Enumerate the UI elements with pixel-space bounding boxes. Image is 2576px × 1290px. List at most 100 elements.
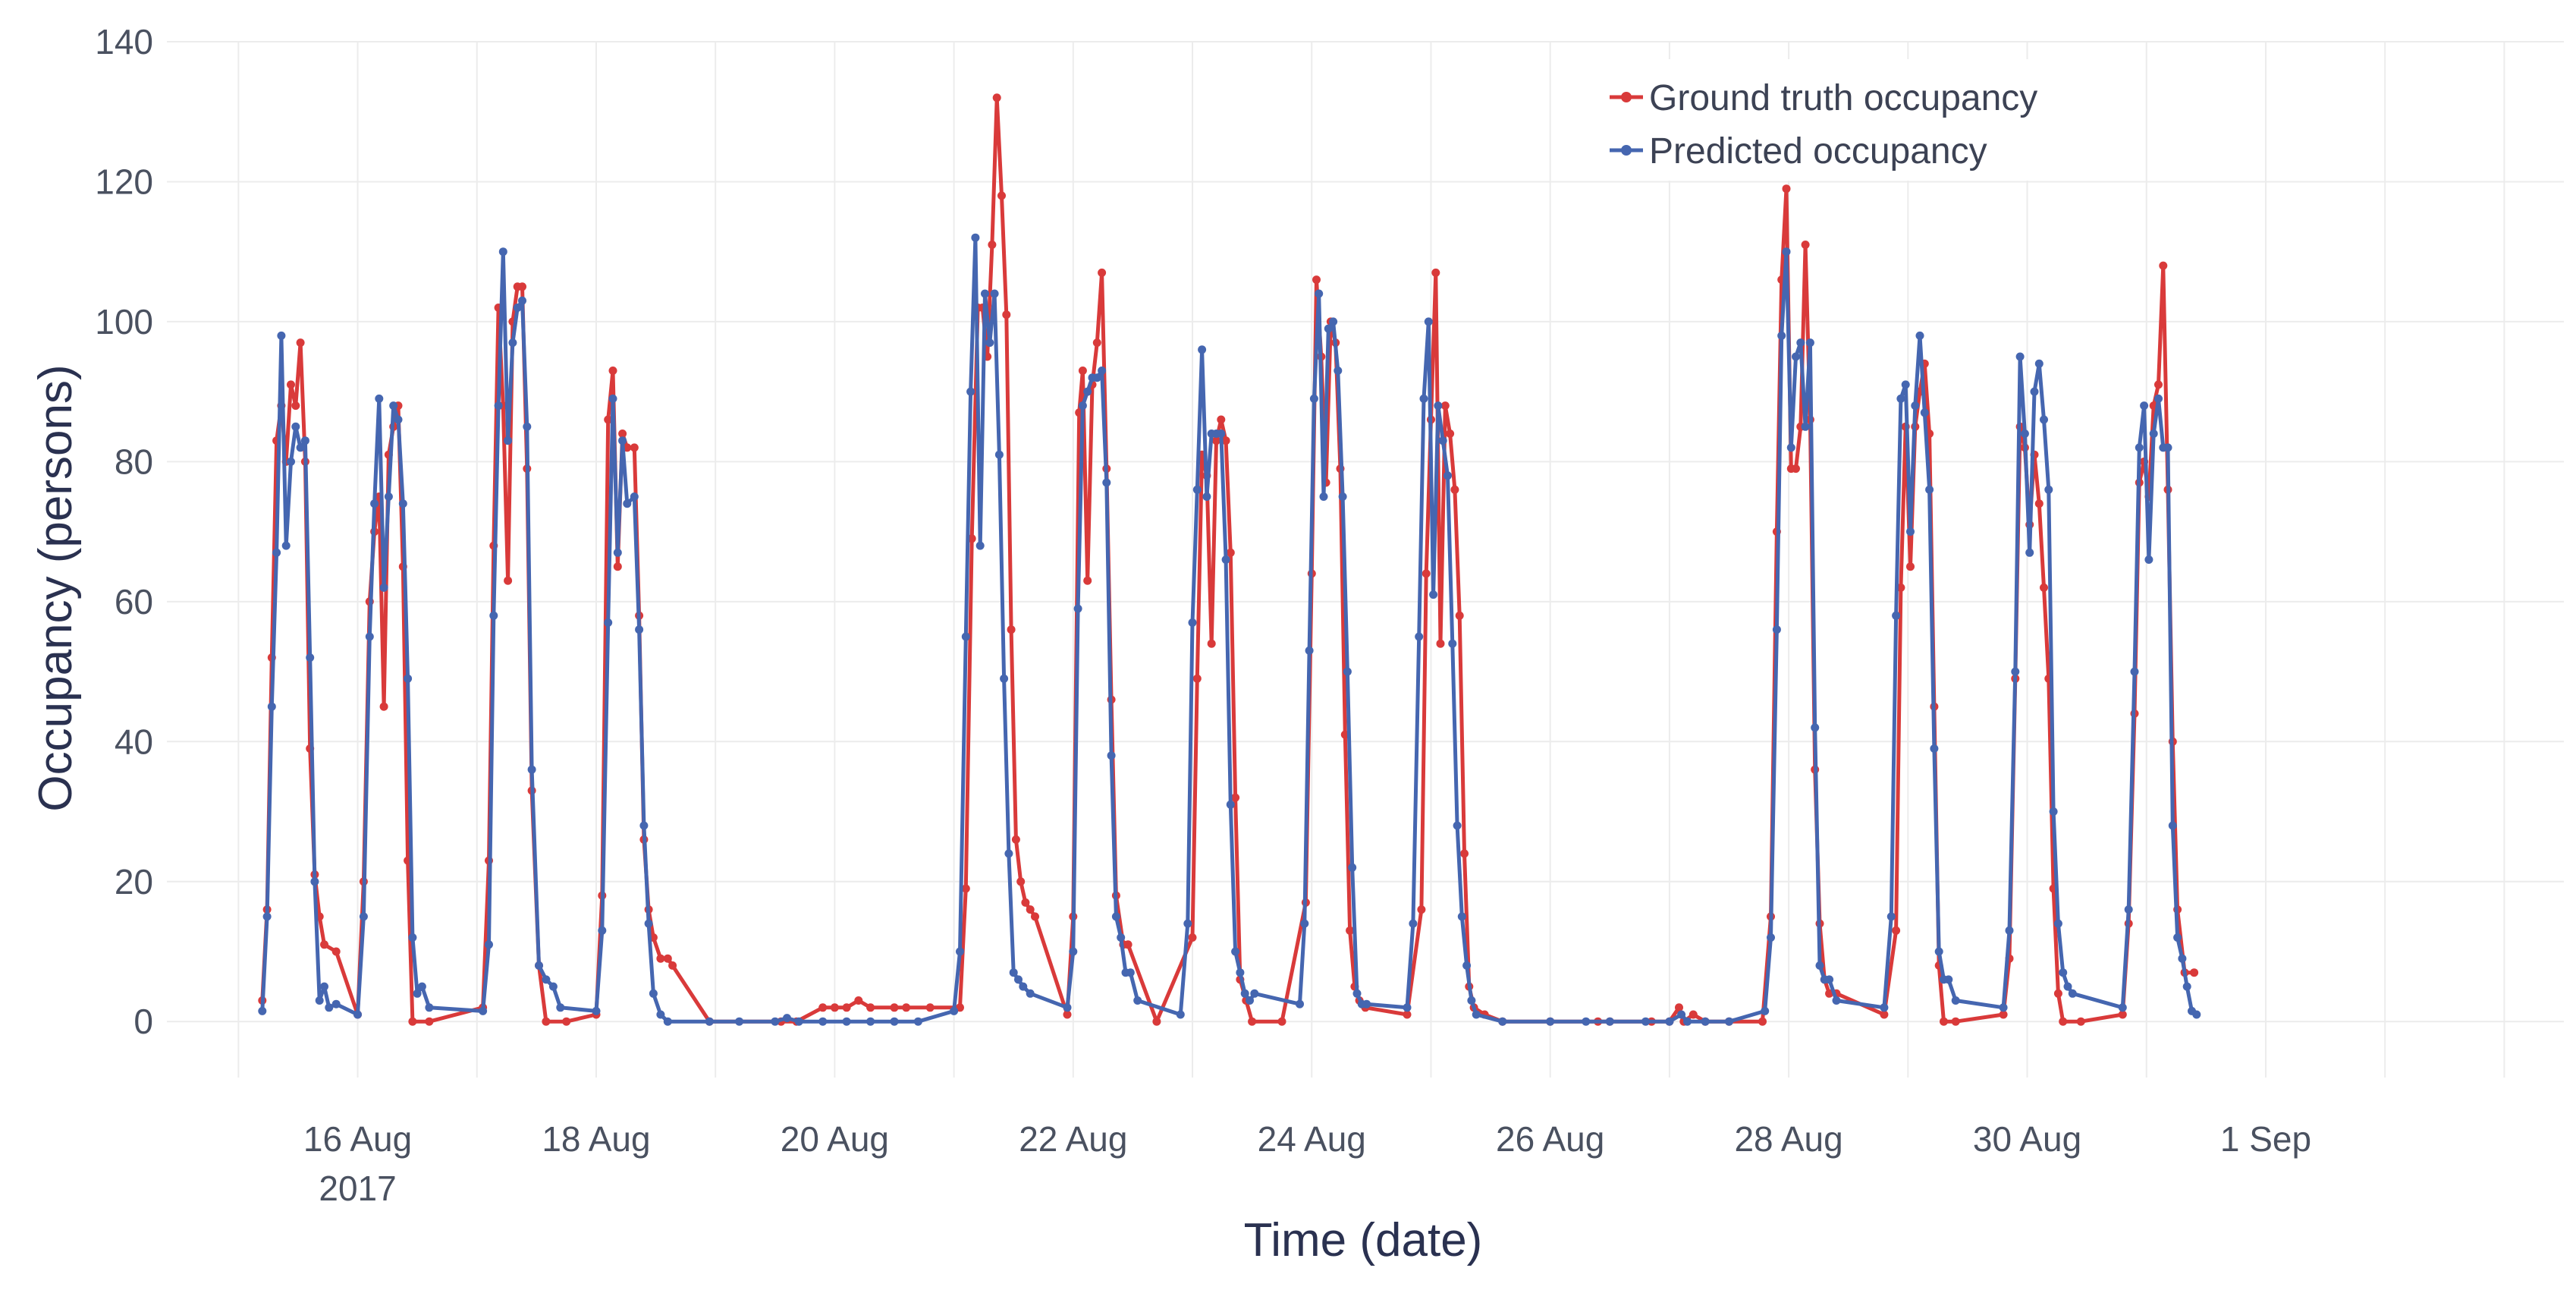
data-point-predicted [950, 1006, 959, 1015]
data-point-ground-truth [1999, 1010, 2008, 1019]
data-point-ground-truth [656, 954, 665, 963]
data-point-predicted [623, 499, 632, 508]
data-point-predicted [639, 821, 649, 830]
data-point-predicted [1782, 247, 1791, 256]
data-point-predicted [1901, 380, 1910, 389]
x-tick-label: 26 Aug [1496, 1119, 1604, 1159]
data-point-predicted [2140, 401, 2149, 411]
data-point-predicted [513, 304, 522, 312]
data-point-predicted [966, 387, 975, 396]
y-axis-title: Occupancy (persons) [30, 364, 82, 811]
data-point-ground-truth [1063, 1010, 1072, 1019]
data-point-predicted [1231, 947, 1240, 956]
data-point-ground-truth [291, 401, 300, 411]
data-point-predicted [1472, 1010, 1481, 1019]
data-point-ground-truth [1792, 464, 1800, 474]
data-point-predicted [1415, 632, 1424, 641]
x-tick-label: 24 Aug [1258, 1119, 1366, 1159]
x-tick-label: 20 Aug [781, 1119, 889, 1159]
data-point-predicted [1014, 975, 1023, 984]
legend-item-ground-truth: Ground truth occupancy [1610, 78, 2037, 118]
data-point-predicted [1309, 394, 1318, 403]
legend-marker-predicted [1621, 145, 1632, 156]
data-point-predicted [1004, 849, 1013, 858]
data-point-predicted [1098, 367, 1107, 375]
data-point-predicted [1176, 1010, 1185, 1019]
data-point-ground-truth [2118, 1010, 2127, 1019]
data-point-predicted [2144, 555, 2153, 564]
data-point-predicted [1801, 422, 1810, 431]
data-point-predicted [2124, 905, 2133, 914]
data-point-predicted [1665, 1017, 1674, 1026]
data-point-ground-truth [542, 1017, 551, 1026]
data-point-ground-truth [518, 282, 526, 291]
data-point-predicted [1409, 919, 1418, 928]
legend: Ground truth occupancy Predicted occupan… [1602, 59, 2065, 181]
y-tick-label: 0 [134, 1002, 153, 1041]
data-point-predicted [408, 933, 417, 942]
data-point-predicted [379, 583, 388, 592]
data-point-predicted [548, 982, 558, 991]
data-point-ground-truth [967, 534, 976, 543]
data-point-predicted [1462, 961, 1472, 970]
data-point-ground-truth [1675, 1003, 1683, 1012]
data-point-predicted [296, 443, 305, 452]
data-point-ground-truth [1231, 793, 1240, 802]
data-point-ground-truth [504, 576, 513, 585]
data-point-predicted [1880, 1003, 1889, 1012]
data-point-predicted [1761, 1006, 1770, 1015]
data-point-predicted [2118, 1003, 2127, 1012]
data-point-ground-truth [1098, 268, 1107, 277]
data-point-predicted [1434, 401, 1443, 411]
data-point-predicted [1315, 289, 1324, 298]
data-point-predicted [320, 982, 328, 991]
data-point-predicted [613, 548, 622, 557]
data-point-ground-truth [2076, 1017, 2085, 1026]
data-point-predicted [1192, 485, 1202, 494]
data-point-predicted [1777, 331, 1786, 340]
data-point-predicted [479, 1006, 488, 1015]
data-point-predicted [1026, 989, 1035, 998]
data-point-predicted [1319, 492, 1328, 501]
data-point-predicted [818, 1017, 828, 1026]
data-point-predicted [398, 499, 407, 508]
data-point-predicted [1107, 751, 1116, 760]
data-point-predicted [1825, 975, 1834, 984]
data-point-predicted [735, 1017, 744, 1026]
data-point-ground-truth [925, 1003, 935, 1012]
data-point-predicted [394, 415, 403, 424]
data-point-predicted [1498, 1017, 1507, 1026]
data-point-predicted [2059, 968, 2068, 977]
data-point-predicted [1133, 996, 1142, 1005]
data-point-predicted [1403, 1003, 1412, 1012]
data-point-predicted [981, 289, 989, 298]
data-point-predicted [604, 618, 613, 627]
data-point-predicted [508, 338, 517, 348]
data-point-ground-truth [1940, 1017, 1948, 1026]
data-point-predicted [1202, 492, 1211, 501]
data-point-ground-truth [1906, 562, 1915, 571]
data-point-ground-truth [331, 947, 341, 956]
data-point-predicted [990, 289, 999, 298]
legend-label-predicted: Predicted occupancy [1649, 131, 1987, 171]
data-point-predicted [630, 492, 639, 501]
data-point-ground-truth [1892, 926, 1901, 935]
data-point-ground-truth [961, 884, 970, 893]
data-point-predicted [262, 912, 272, 921]
data-point-predicted [1605, 1017, 1614, 1026]
data-point-predicted [2182, 982, 2191, 991]
data-point-ground-truth [1026, 905, 1035, 914]
data-point-predicted [1911, 401, 1920, 411]
data-point-predicted [1217, 429, 1226, 438]
data-point-ground-truth [296, 338, 305, 348]
data-point-predicted [649, 989, 658, 998]
x-axis-title: Time (date) [1244, 1214, 1483, 1266]
data-point-predicted [1811, 723, 1820, 732]
data-point-predicted [489, 611, 498, 620]
data-point-ground-truth [1440, 401, 1450, 411]
data-point-predicted [842, 1017, 851, 1026]
data-point-predicted [310, 877, 319, 886]
data-point-predicted [494, 401, 503, 411]
data-point-predicted [1083, 387, 1092, 396]
x-tick-label: 30 Aug [1973, 1119, 2081, 1159]
